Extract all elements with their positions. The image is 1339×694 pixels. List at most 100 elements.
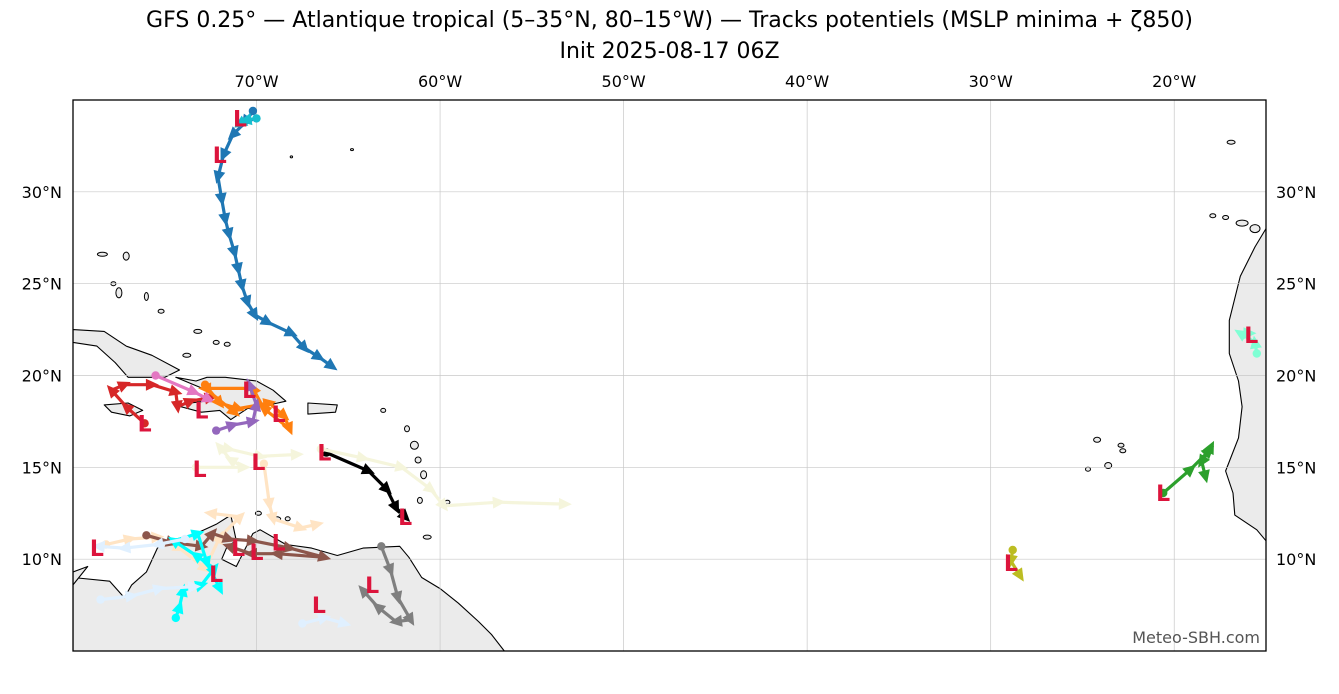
track-step-arrow <box>1198 469 1210 484</box>
track-step-arrow <box>117 541 132 554</box>
axis-ticks: 70°W 60°W 50°W 40°W 30°W 20°W 10°N 10°N 15°N 15°N… <box>22 72 1317 569</box>
track-step-arrow <box>120 402 135 416</box>
map-title: GFS 0.25° — Atlantique tropical (5–35°N,… <box>146 8 1193 33</box>
low-pressure-marker: L <box>317 442 331 467</box>
island <box>1235 219 1249 227</box>
lon-tick-label: 40°W <box>785 72 829 91</box>
track-step-arrow <box>125 590 139 603</box>
track-step-arrow <box>171 600 184 615</box>
track-step-arrow <box>122 534 137 547</box>
track-step-arrow <box>187 581 202 594</box>
island <box>380 407 387 413</box>
track-start-point <box>142 531 151 540</box>
track-step-arrow <box>249 398 262 413</box>
low-pressure-marker: L <box>272 532 286 557</box>
low-pressure-marker: L <box>193 458 207 483</box>
track-step-arrow <box>317 549 332 562</box>
track-start-point <box>298 619 307 628</box>
island <box>1119 448 1127 454</box>
track-step-arrow <box>211 580 223 595</box>
storm-track <box>213 106 338 371</box>
track-step-arrow <box>106 384 120 399</box>
island <box>1226 139 1236 145</box>
track-step-arrow <box>382 562 394 577</box>
track-step-arrow <box>372 602 387 616</box>
track-step-arrow <box>231 261 243 276</box>
track-line <box>97 537 187 550</box>
island <box>1209 213 1217 219</box>
track-step-arrow <box>170 400 183 414</box>
track-start-point <box>1008 545 1017 555</box>
map-subtitle: Init 2025-08-17 06Z <box>559 39 780 64</box>
low-pressure-marker: L <box>272 403 286 428</box>
land-puerto-rico <box>307 402 338 415</box>
island <box>182 352 192 358</box>
track-start-point <box>180 534 190 544</box>
low-pressure-marker: L <box>90 537 104 562</box>
track-step-arrow <box>358 585 372 599</box>
island <box>289 155 294 159</box>
track-step-arrow <box>213 169 226 184</box>
storm-track <box>198 380 293 436</box>
track-step-arrow <box>290 448 304 461</box>
track-step-arrow <box>150 537 165 550</box>
track-step-arrow <box>91 540 106 553</box>
low-pressure-marker: L <box>1004 552 1018 577</box>
low-pressure-marker: L <box>209 563 223 588</box>
island <box>1222 215 1230 220</box>
land-south-america <box>73 514 505 651</box>
island <box>350 148 354 152</box>
track-step-arrow <box>262 497 275 512</box>
track-step-arrow <box>360 463 375 475</box>
track-step-arrow <box>182 398 197 410</box>
island <box>122 251 130 261</box>
track-line <box>194 445 299 469</box>
track-step-arrow <box>222 542 237 554</box>
map-frame <box>72 99 1267 652</box>
track-step-arrow <box>221 441 236 454</box>
storm-track <box>191 441 304 474</box>
track-line <box>216 109 334 368</box>
island <box>157 308 165 314</box>
lat-tick-label-right: 30°N <box>1276 183 1316 202</box>
island <box>254 510 262 516</box>
track-step-arrow <box>245 378 257 393</box>
storm-track <box>151 371 216 403</box>
track-step-arrow <box>396 508 411 522</box>
track-start-point <box>1252 349 1262 358</box>
low-pressure-marker: L <box>233 107 247 132</box>
graticule <box>73 100 1266 651</box>
island <box>284 516 291 522</box>
lat-tick-label-right: 10°N <box>1276 550 1316 569</box>
track-step-arrow <box>389 614 403 627</box>
track-step-arrow <box>310 348 325 361</box>
track-step-arrow <box>225 421 240 433</box>
low-pressure-marker: L <box>249 541 263 566</box>
track-step-arrow <box>199 555 211 570</box>
lat-tick-label-left: 15°N <box>22 458 62 477</box>
storm-track <box>234 113 261 128</box>
track-line <box>203 383 292 431</box>
lon-tick-label: 20°W <box>1152 72 1196 91</box>
track-step-arrow <box>387 499 400 514</box>
lon-tick-label: 60°W <box>418 72 462 91</box>
track-step-arrow <box>355 450 370 463</box>
storm-track <box>142 528 332 562</box>
island <box>1249 224 1261 234</box>
lat-tick-label-left: 30°N <box>22 183 62 202</box>
track-step-arrow <box>258 404 273 418</box>
track-step-arrow <box>145 378 159 391</box>
track-step-arrow <box>246 534 260 547</box>
island <box>416 496 423 504</box>
island <box>193 328 203 334</box>
lat-tick-label-left: 25°N <box>22 275 62 294</box>
track-step-arrow <box>214 192 227 207</box>
island <box>420 470 428 480</box>
track-step-arrow <box>558 497 572 510</box>
track-step-arrow <box>275 407 290 421</box>
lon-tick-label: 30°W <box>969 72 1013 91</box>
track-step-arrow <box>190 529 205 541</box>
track-step-arrow <box>435 497 449 512</box>
track-start-point <box>191 463 201 472</box>
storm-track <box>96 581 202 604</box>
